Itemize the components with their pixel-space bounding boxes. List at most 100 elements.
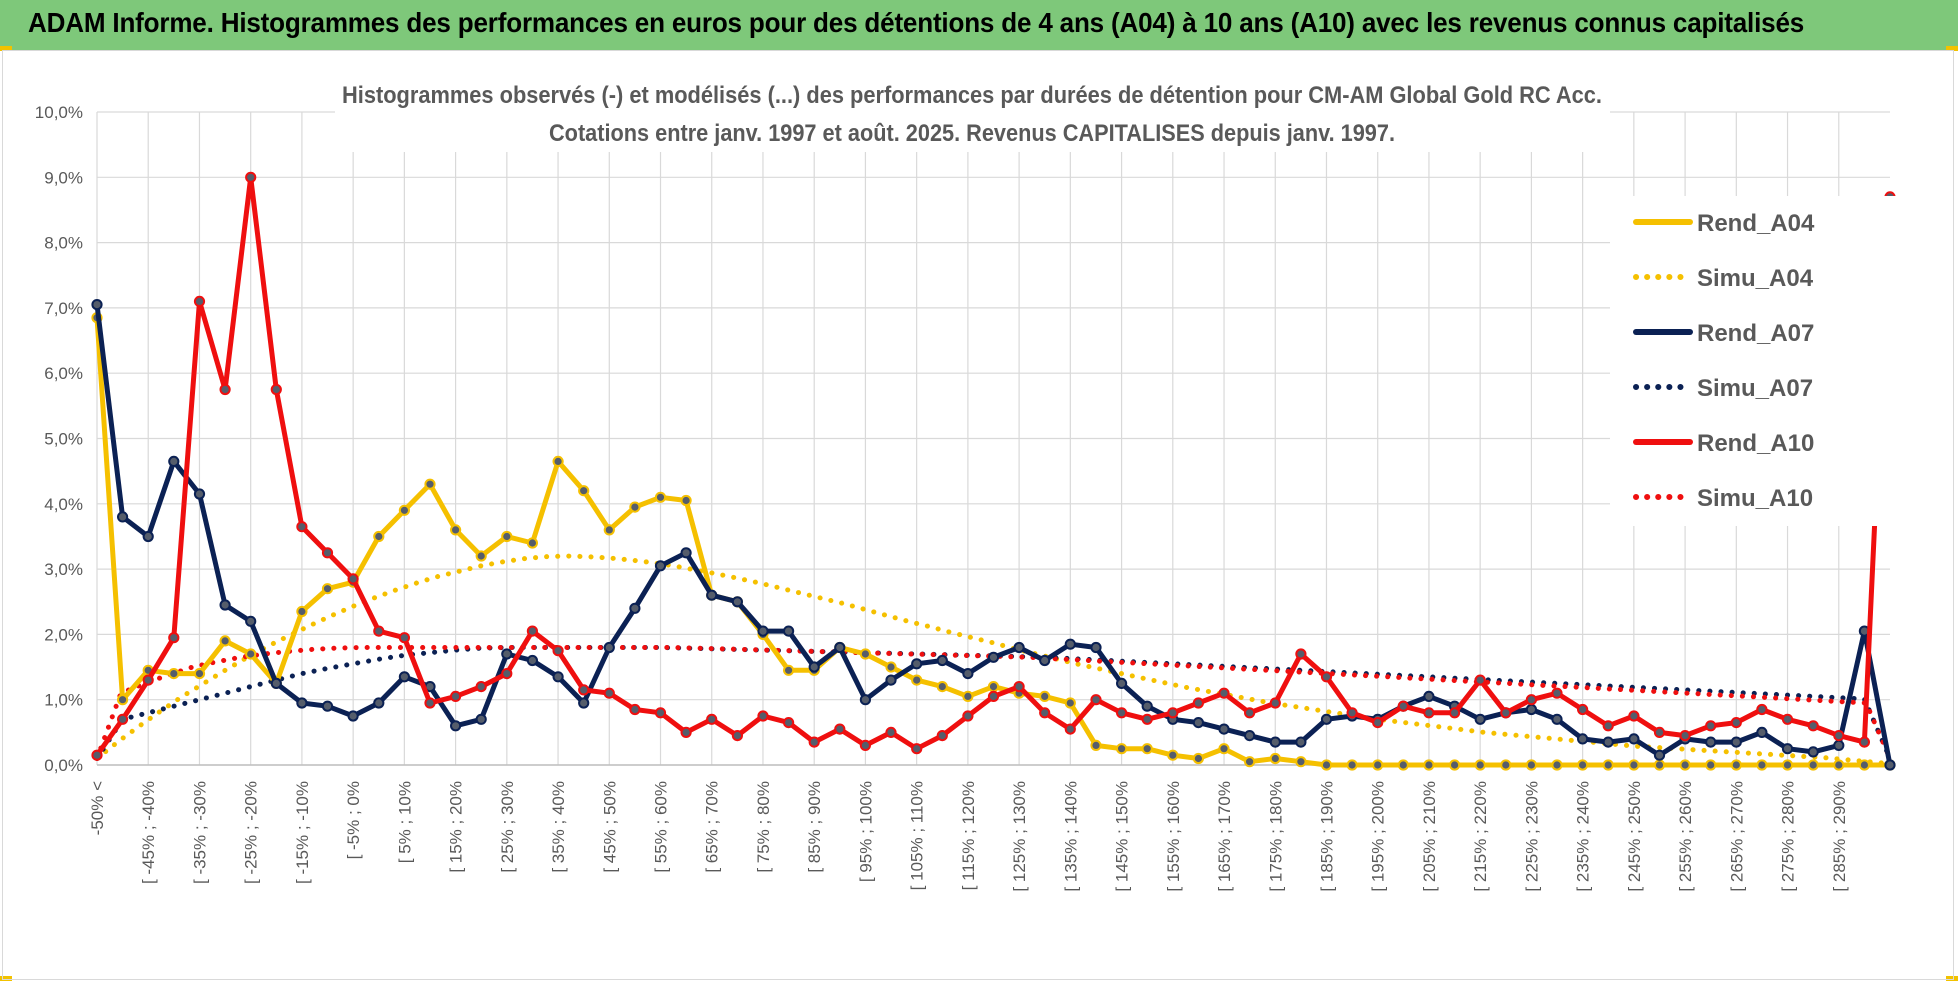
series-lines: [91, 171, 1896, 771]
data-point-rend_a10: [859, 739, 872, 752]
data-point-rend_a07: [680, 547, 692, 559]
data-point-rend_a04: [1833, 759, 1845, 771]
data-point-rend_a04: [987, 681, 1000, 693]
data-point-rend_a10: [1781, 713, 1794, 725]
x-tick-label: [ 245% ; 250%: [1625, 781, 1644, 892]
data-point-rend_a10: [1397, 700, 1409, 712]
data-point-rend_a04: [1372, 759, 1384, 771]
data-point-rend_a04: [654, 491, 667, 503]
data-point-rend_a04: [1858, 759, 1871, 771]
data-point-rend_a04: [1192, 752, 1205, 765]
x-tick-label: [ 175% ; 180%: [1266, 781, 1285, 892]
data-point-rend_a10: [1525, 694, 1538, 706]
data-point-rend_a07: [1602, 736, 1614, 748]
data-point-rend_a10: [808, 736, 820, 748]
data-point-rend_a04: [783, 664, 795, 676]
data-point-rend_a10: [1346, 707, 1358, 719]
data-point-rend_a10: [552, 645, 564, 657]
data-point-rend_a10: [987, 690, 1000, 703]
legend-label: Rend_A07: [1697, 320, 1814, 347]
x-tick-label: [ 75% ; 80%: [754, 781, 773, 873]
data-point-rend_a04: [603, 524, 615, 536]
data-point-rend_a10: [501, 668, 513, 680]
data-point-rend_a07: [1320, 713, 1333, 725]
x-tick-label: [ 215% ; 220%: [1471, 781, 1490, 892]
data-point-rend_a07: [603, 641, 615, 654]
data-point-rend_a07: [1833, 739, 1845, 752]
x-axis-ticks: -50% < [ -45% ; -40% [ -35% ; -30% [ -25% ;…: [88, 781, 1849, 892]
data-point-rend_a10: [783, 717, 795, 729]
data-point-rend_a07: [193, 488, 206, 500]
data-point-rend_a04: [219, 635, 231, 647]
data-point-rend_a07: [885, 674, 897, 686]
data-point-rend_a04: [1064, 697, 1076, 709]
data-point-rend_a10: [1449, 707, 1461, 719]
data-point-rend_a04: [1500, 759, 1512, 771]
data-point-rend_a07: [654, 560, 667, 572]
data-point-rend_a04: [1474, 759, 1486, 771]
data-point-rend_a07: [1013, 641, 1025, 654]
data-point-rend_a04: [1602, 759, 1614, 771]
data-point-rend_a07: [1090, 641, 1102, 654]
data-point-rend_a10: [475, 681, 487, 693]
data-point-rend_a10: [450, 690, 462, 703]
data-point-rend_a04: [1320, 759, 1333, 771]
corner-mark: [0, 46, 12, 51]
data-point-rend_a07: [1525, 703, 1538, 716]
data-point-rend_a04: [1679, 759, 1691, 771]
y-tick-label: 3,0%: [44, 560, 83, 579]
data-point-rend_a07: [578, 697, 590, 709]
data-point-rend_a07: [91, 299, 103, 311]
data-point-rend_a04: [1423, 759, 1435, 771]
x-tick-label: [ 225% ; 230%: [1522, 781, 1541, 892]
data-point-rend_a07: [1730, 736, 1742, 748]
data-point-rend_a07: [757, 625, 769, 637]
data-point-rend_a04: [168, 668, 180, 680]
corner-mark: [0, 976, 12, 981]
data-point-rend_a10: [1500, 707, 1512, 719]
x-tick-label: [ 135% ; 140%: [1061, 781, 1080, 892]
data-point-rend_a04: [962, 690, 974, 703]
data-point-rend_a04: [1244, 756, 1256, 768]
y-tick-label: 9,0%: [44, 168, 83, 187]
legend-label: Rend_A04: [1697, 210, 1815, 237]
x-tick-label: [ 45% ; 50%: [600, 781, 619, 873]
data-point-rend_a07: [1884, 759, 1896, 771]
data-point-rend_a10: [245, 171, 257, 183]
data-point-rend_a10: [1269, 697, 1281, 709]
x-tick-label: [ 145% ; 150%: [1113, 781, 1132, 892]
title-banner: ADAM Informe. Histogrammes des performan…: [0, 0, 1958, 50]
data-point-rend_a07: [1064, 638, 1076, 650]
x-tick-label: [ 185% ; 190%: [1317, 781, 1336, 892]
data-point-rend_a07: [1116, 677, 1128, 690]
data-point-rend_a07: [347, 710, 359, 722]
y-tick-label: 5,0%: [44, 430, 83, 449]
data-point-rend_a04: [936, 681, 948, 693]
data-point-rend_a04: [1346, 759, 1358, 771]
data-point-rend_a07: [987, 651, 1000, 663]
data-point-rend_a04: [1705, 759, 1717, 771]
data-point-rend_a10: [578, 684, 590, 696]
data-point-rend_a10: [654, 707, 667, 719]
data-point-rend_a07: [1192, 717, 1205, 729]
data-point-rend_a04: [373, 530, 385, 543]
data-point-rend_a04: [859, 648, 872, 660]
legend-label: Simu_A10: [1697, 485, 1813, 512]
data-point-rend_a04: [1116, 743, 1128, 755]
data-point-rend_a04: [1807, 759, 1819, 771]
data-point-rend_a07: [859, 694, 872, 706]
data-point-rend_a07: [1474, 713, 1486, 725]
y-tick-label: 1,0%: [44, 691, 83, 710]
data-point-rend_a07: [834, 641, 846, 654]
data-point-rend_a04: [1781, 759, 1794, 771]
data-point-rend_a07: [1705, 736, 1717, 748]
data-point-rend_a04: [1039, 690, 1051, 703]
data-point-rend_a10: [1628, 710, 1640, 722]
x-tick-label: -50% <: [88, 781, 107, 835]
data-point-rend_a10: [526, 625, 539, 637]
data-point-rend_a07: [501, 648, 513, 660]
data-point-rend_a07: [552, 671, 564, 683]
data-point-rend_a10: [936, 730, 948, 742]
data-point-rend_a07: [398, 671, 410, 683]
